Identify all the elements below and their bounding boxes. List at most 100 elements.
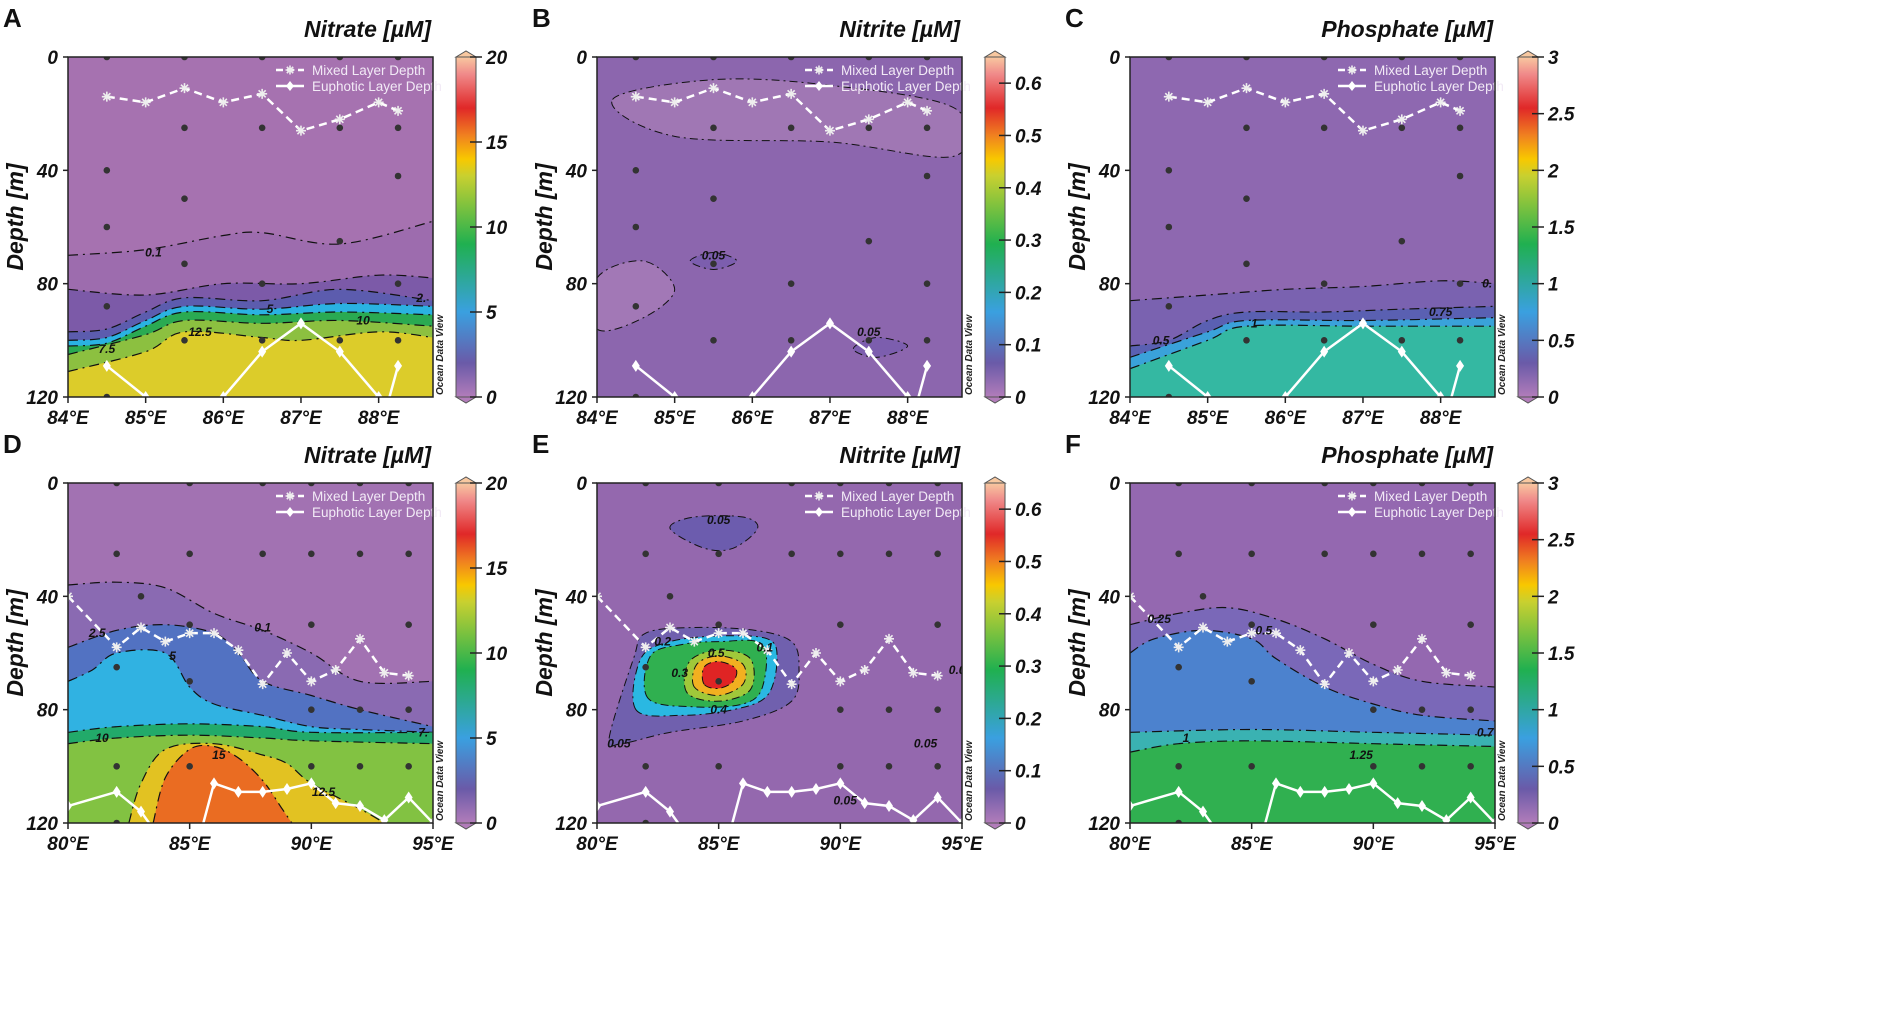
colorbar-tick-label: 2 <box>1547 587 1559 608</box>
contour-line <box>691 655 747 697</box>
eld-diamond-marker <box>137 805 145 818</box>
mld-star-marker <box>1319 679 1330 690</box>
contour-line <box>68 319 433 356</box>
sample-point <box>113 550 120 558</box>
y-axis-label: Depth [m] <box>1064 162 1090 271</box>
sample-point <box>837 621 844 628</box>
sample-point <box>181 260 188 268</box>
sample-point <box>1165 223 1173 231</box>
sample-point <box>710 337 717 344</box>
legend-mld-label: Mixed Layer Depth <box>1374 63 1487 78</box>
sample-point <box>837 763 844 770</box>
legend-star-icon <box>814 65 824 75</box>
x-tick-label: 80°E <box>576 834 619 855</box>
contour-line <box>152 744 293 823</box>
sample-point <box>788 483 795 487</box>
sample-point <box>113 763 120 770</box>
sample-point <box>308 483 315 487</box>
colorbar-tick-label: 5 <box>486 729 497 750</box>
eld-diamond-marker <box>102 359 111 372</box>
sample-point <box>1321 550 1328 558</box>
contour-line <box>68 734 433 745</box>
y-tick-label: 120 <box>1088 814 1120 835</box>
contour-label: 0.05 <box>914 737 938 751</box>
eld-diamond-marker <box>787 785 796 798</box>
colorbar-tick-label: 20 <box>485 474 508 495</box>
sample-point <box>103 303 111 310</box>
x-tick-label: 95°E <box>1474 834 1517 855</box>
plot-frame <box>67 56 434 398</box>
mld-star-marker <box>1198 622 1208 633</box>
sample-point <box>1467 763 1474 770</box>
sample-point <box>710 195 717 202</box>
x-tick-label: 88°E <box>1420 408 1463 429</box>
legend-star-icon <box>285 491 295 501</box>
legend-star-icon <box>814 491 824 501</box>
colorbar-tick-label: 15 <box>486 133 508 154</box>
sample-point <box>103 393 111 397</box>
sample-point <box>308 706 315 713</box>
eld-diamond-marker <box>787 345 796 358</box>
sample-point <box>923 57 931 61</box>
colorbar-tick-label: 0 <box>486 814 497 835</box>
sample-point <box>1320 280 1328 287</box>
x-tick-label: 84°E <box>47 408 90 429</box>
contour-line <box>1130 606 1495 688</box>
colorbar-bottom-arrow <box>454 822 478 830</box>
colorbar-top-arrow <box>454 50 478 58</box>
eld-diamond-marker <box>1442 814 1451 823</box>
sample-point <box>181 124 188 132</box>
eld-diamond-marker <box>825 317 834 330</box>
panel-b: B Nitrite [µM] Depth [m] 0.05 0.05 Mixed Laye… <box>531 3 1042 429</box>
eld-diamond-marker <box>933 791 942 804</box>
x-tick-label: 88°E <box>887 408 930 429</box>
sample-point <box>642 483 649 487</box>
sample-point <box>1456 172 1464 180</box>
mld-star-marker <box>1163 91 1174 102</box>
sample-point <box>186 678 193 685</box>
colorbar <box>984 56 1006 398</box>
contour-blob <box>669 515 758 551</box>
sample-point <box>787 337 795 344</box>
contour-label: 0.05 <box>607 737 631 751</box>
legend-eld-label: Euphotic Layer Depth <box>841 505 971 520</box>
legend-eld-label: Euphotic Layer Depth <box>312 79 442 94</box>
colorbar-tick-label: 2 <box>1547 161 1559 182</box>
mld-star-marker <box>184 628 195 639</box>
colorbar-tick-label: 0 <box>1548 388 1559 409</box>
plot-frame <box>67 482 434 824</box>
sample-point <box>356 483 364 487</box>
legend-star-icon <box>1347 65 1357 75</box>
mld-star-marker <box>786 679 797 690</box>
y-tick-label: 40 <box>1098 587 1121 608</box>
eld-diamond-marker <box>374 391 383 397</box>
legend-eld-label: Euphotic Layer Depth <box>312 505 442 520</box>
mld-star-marker <box>1441 667 1452 678</box>
mixed-layer-depth-line <box>1130 595 1471 687</box>
colorbar-tick-label: 0.4 <box>1015 179 1042 200</box>
mld-star-marker <box>160 636 171 647</box>
sample-point <box>258 280 266 287</box>
eld-diamond-marker <box>1436 391 1445 397</box>
eld-diamond-marker <box>1358 317 1367 330</box>
mld-star-marker <box>295 125 306 136</box>
x-tick-label: 80°E <box>1109 834 1152 855</box>
colorbar-tick-label: 2.5 <box>1547 531 1575 552</box>
colorbar-tick-label: 0.3 <box>1015 657 1042 678</box>
x-tick-label: 88°E <box>358 408 401 429</box>
plot-area: 0.25 0.5 0.7 1 1.25 <box>1130 483 1495 823</box>
sample-point <box>113 663 120 671</box>
mld-star-marker <box>824 125 835 136</box>
legend-diamond-icon <box>286 507 294 517</box>
sample-point <box>632 223 640 231</box>
sample-point <box>1243 260 1250 268</box>
sample-point <box>394 57 402 61</box>
panel-title: Phosphate [µM] <box>1321 16 1494 42</box>
legend-diamond-icon <box>1348 507 1356 517</box>
colorbar-tick-label: 3 <box>1548 474 1559 495</box>
eld-diamond-marker <box>404 791 413 804</box>
sample-point <box>181 337 188 344</box>
contour-label: 12.5 <box>188 325 212 339</box>
watermark-ocean-data-view: Ocean Data View <box>1497 314 1508 395</box>
